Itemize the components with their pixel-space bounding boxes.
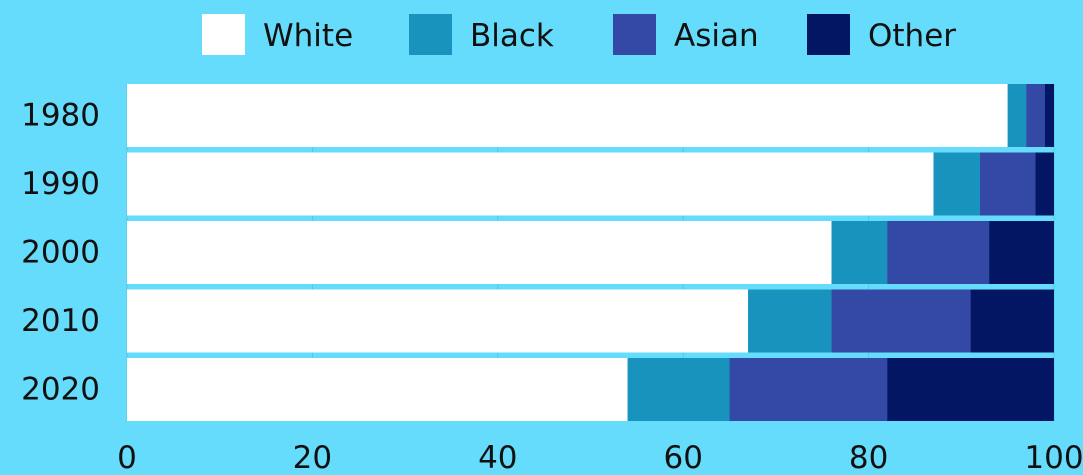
legend-swatch-black (409, 14, 452, 55)
bar-2010-white (127, 289, 749, 353)
legend-label-other: Other (868, 18, 956, 54)
legend-swatch-white (202, 14, 245, 55)
legend-label-black: Black (470, 18, 554, 54)
bar-1990-white (127, 152, 934, 216)
bars (127, 84, 1054, 421)
x-tick-label-20: 20 (293, 440, 332, 475)
bar-1980-black (1007, 84, 1027, 147)
bar-2010-black (748, 289, 832, 353)
category-label-2020: 2020 (21, 372, 100, 408)
bar-1990-asian (979, 152, 1036, 216)
category-label-2010: 2010 (21, 303, 100, 339)
category-label-1990: 1990 (21, 166, 100, 202)
bar-1980-other (1044, 84, 1054, 147)
x-tick-label-40: 40 (478, 440, 517, 475)
bar-2010-asian (831, 289, 971, 353)
legend-swatch-asian (613, 14, 656, 55)
value-axis: 0 20 40 60 80 100 (117, 440, 1083, 475)
bar-2000-other (989, 221, 1054, 284)
x-tick-label-100: 100 (1024, 440, 1083, 475)
bar-2020-asian (729, 358, 888, 421)
bar-1990-other (1035, 152, 1054, 216)
x-tick-label-80: 80 (849, 440, 888, 475)
bar-2020-black (627, 358, 730, 421)
x-tick-label-60: 60 (663, 440, 702, 475)
bar-1990-black (933, 152, 980, 216)
category-axis: 1980 1990 2000 2010 2020 (21, 98, 100, 408)
bar-2020-white (127, 358, 628, 421)
bar-1980-white (127, 84, 1008, 147)
legend-label-asian: Asian (674, 18, 759, 54)
bar-2000-white (127, 221, 832, 284)
bar-1980-asian (1026, 84, 1045, 147)
legend-label-white: White (263, 18, 353, 54)
bar-2000-asian (887, 221, 990, 284)
category-label-1980: 1980 (21, 98, 100, 134)
bar-2000-black (831, 221, 888, 284)
x-tick-label-0: 0 (117, 440, 137, 475)
legend: White Black Asian Other (202, 14, 956, 55)
category-label-2000: 2000 (21, 235, 100, 271)
bar-2010-other (970, 289, 1054, 353)
bar-2020-other (887, 358, 1054, 421)
legend-swatch-other (807, 14, 850, 55)
